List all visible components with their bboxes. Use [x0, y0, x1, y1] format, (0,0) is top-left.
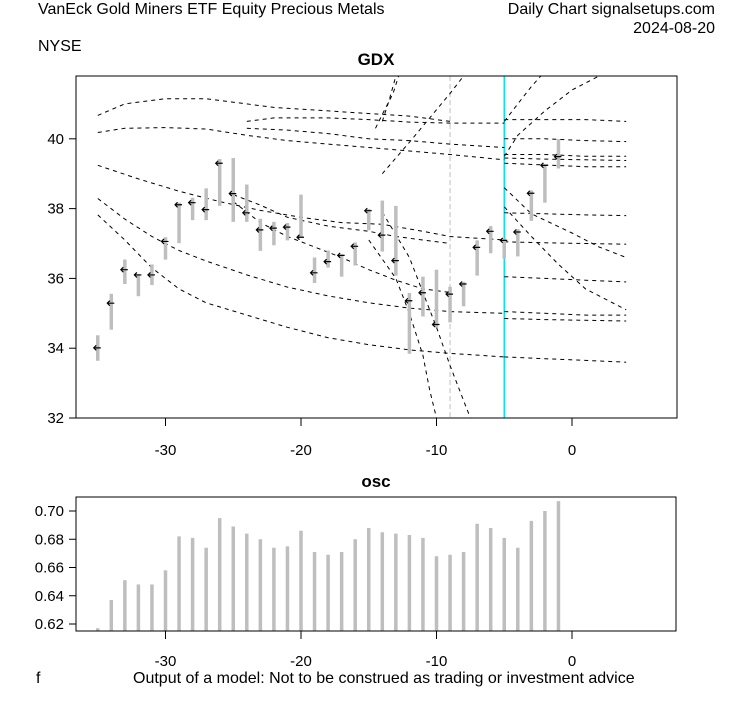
- curve-band-8: [233, 194, 451, 244]
- osc-y-tick-label: 0.70: [35, 503, 64, 520]
- close-marker: [255, 226, 264, 233]
- osc-panel-title: osc: [361, 472, 390, 491]
- curve-right-7: [504, 241, 627, 245]
- curve-right-1: [504, 119, 627, 122]
- close-marker: [336, 252, 345, 259]
- curve-right-3: [504, 154, 627, 157]
- curve-band-2: [97, 127, 505, 161]
- y-tick-label: 36: [47, 270, 64, 287]
- osc-plot-frame: [75, 496, 677, 632]
- close-marker: [363, 207, 372, 214]
- chart-title-right: Daily Chart signalsetups.com: [507, 1, 715, 18]
- close-marker: [431, 321, 440, 328]
- close-marker: [214, 160, 223, 167]
- close-marker: [187, 199, 196, 206]
- curve-right-5: [504, 162, 627, 168]
- footer-left-label: f: [36, 670, 41, 687]
- curve-fan-early-up-2: [375, 76, 400, 129]
- curve-fan-up-2: [503, 76, 600, 157]
- osc-x-tick-label: -30: [155, 653, 177, 670]
- curve-band-6: [246, 117, 505, 124]
- x-tick-label: -20: [290, 442, 312, 459]
- osc-y-tick-label: 0.68: [35, 531, 64, 548]
- close-marker: [418, 289, 426, 296]
- close-marker: [269, 225, 277, 232]
- close-marker: [540, 162, 548, 169]
- curve-fan-down-2: [503, 206, 627, 311]
- osc-y-tick-label: 0.62: [35, 616, 64, 633]
- y-tick-label: 34: [47, 340, 64, 357]
- curve-band-1: [97, 98, 451, 122]
- price-panel: 32 34 36 38 40 -30 -20 -10 0: [47, 75, 678, 459]
- curve-right-10: [504, 318, 627, 322]
- curve-right-4: [504, 157, 627, 161]
- y-tick-label: 32: [47, 410, 64, 427]
- close-marker: [160, 238, 169, 245]
- disclaimer-note: Output of a model: Not to be construed a…: [133, 670, 635, 687]
- close-marker: [241, 209, 250, 216]
- close-marker: [296, 234, 304, 241]
- chart-date: 2024-08-20: [633, 20, 715, 37]
- close-marker: [458, 281, 467, 287]
- osc-x-tick-label: -10: [426, 653, 448, 670]
- curve-right-9: [504, 311, 627, 316]
- curve-band-7: [246, 127, 505, 148]
- close-marker: [404, 297, 413, 304]
- curve-fan-up-1: [503, 76, 542, 122]
- osc-y-tick-label: 0.66: [35, 560, 64, 577]
- y-tick-label: 40: [47, 131, 64, 148]
- chart-title-left: VanEck Gold Miners ETF Equity Precious M…: [38, 1, 385, 18]
- curve-fan-early-up-1: [381, 76, 464, 175]
- close-marker: [499, 237, 508, 244]
- close-marker: [377, 232, 386, 239]
- close-marker: [282, 224, 291, 231]
- close-marker: [309, 269, 318, 276]
- y-tick-label: 38: [47, 201, 64, 218]
- close-marker: [512, 229, 521, 235]
- close-marker: [106, 300, 115, 307]
- curve-fan-down-1: [503, 187, 627, 258]
- close-marker: [92, 344, 101, 351]
- close-marker: [120, 266, 128, 273]
- close-marker: [445, 291, 454, 298]
- curve-right-11: [504, 356, 627, 363]
- curve-fan-early-down-2: [368, 239, 437, 418]
- close-marker: [201, 206, 210, 213]
- exchange-label: NYSE: [38, 38, 82, 55]
- close-marker: [174, 201, 183, 208]
- close-marker: [526, 190, 535, 197]
- close-marker: [228, 190, 237, 197]
- curve-right-2: [504, 138, 627, 143]
- close-marker: [553, 153, 562, 160]
- x-tick-label: -30: [155, 442, 177, 459]
- close-marker: [485, 228, 494, 235]
- main-plot-frame: [75, 75, 678, 419]
- close-marker: [472, 244, 481, 251]
- close-marker: [133, 271, 142, 278]
- close-marker: [147, 271, 155, 278]
- oscillator-panel: 0.62 0.64 0.66 0.68 0.70 -30 -20 -10 0: [35, 496, 677, 670]
- x-tick-label: -10: [426, 442, 448, 459]
- close-marker: [350, 243, 359, 250]
- osc-x-tick-label: 0: [568, 653, 576, 670]
- curve-right-8: [504, 276, 627, 283]
- main-panel-title: GDX: [358, 50, 396, 69]
- x-tick-label: 0: [568, 442, 576, 459]
- close-marker: [323, 258, 332, 265]
- osc-y-tick-label: 0.64: [35, 588, 64, 605]
- close-marker: [391, 257, 399, 264]
- curves-group: [97, 76, 627, 418]
- osc-x-tick-label: -20: [290, 653, 312, 670]
- curve-right-6: [504, 212, 627, 217]
